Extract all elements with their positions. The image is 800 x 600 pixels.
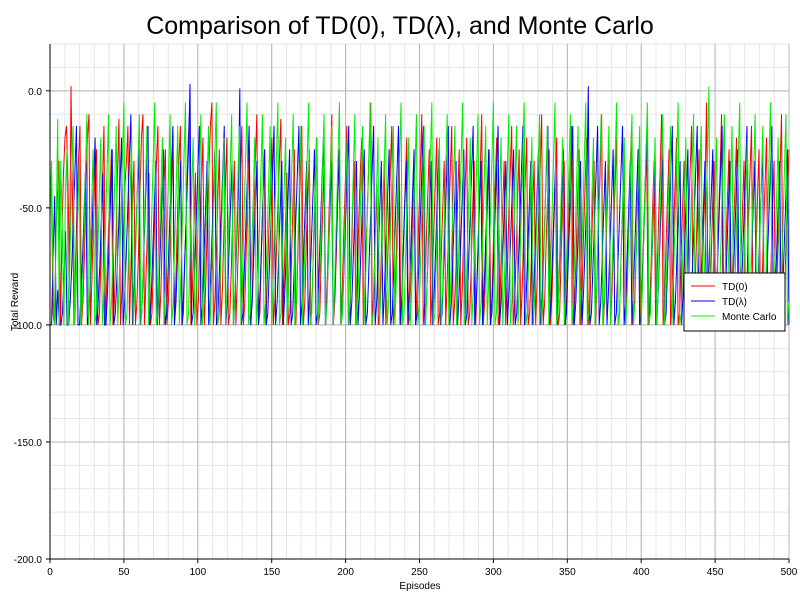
- x-tick-label: 500: [781, 567, 798, 578]
- x-axis-label: Episodes: [399, 581, 440, 592]
- x-tick-label: 250: [411, 567, 428, 578]
- legend-label: TD(0): [722, 282, 748, 293]
- chart-title: Comparison of TD(0), TD(λ), and Monte Ca…: [146, 12, 654, 40]
- x-tick-label: 100: [189, 567, 206, 578]
- legend-label: TD(λ): [722, 297, 747, 308]
- x-tick-label: 0: [47, 567, 53, 578]
- series-lines: [49, 83, 790, 326]
- y-tick-label: -50.0: [19, 204, 42, 215]
- x-tick-label: 300: [485, 567, 502, 578]
- y-axis-label: Total Reward: [10, 273, 21, 331]
- x-tick-label: 150: [263, 567, 280, 578]
- series-line-1: [50, 83, 790, 326]
- x-tick-label: 450: [707, 567, 724, 578]
- x-tick-label: 400: [633, 567, 650, 578]
- legend: TD(0) TD(λ) Monte Carlo: [683, 272, 786, 332]
- x-tick-labels: 0 50 100 150 200 250 300 350 400 450 500: [47, 559, 798, 578]
- x-tick-label: 50: [118, 567, 130, 578]
- y-tick-label: -200.0: [14, 555, 43, 566]
- x-tick-label: 200: [337, 567, 354, 578]
- y-tick-label: 0.0: [28, 87, 42, 98]
- legend-label: Monte Carlo: [722, 312, 777, 323]
- x-tick-label: 350: [559, 567, 576, 578]
- y-tick-labels: 0.0 -50.0 -100.0 -150.0 -200.0: [14, 87, 50, 566]
- legend-box: [683, 272, 786, 332]
- series-line-2: [49, 86, 790, 325]
- y-tick-label: -150.0: [14, 438, 43, 449]
- y-tick-label: -100.0: [14, 321, 43, 332]
